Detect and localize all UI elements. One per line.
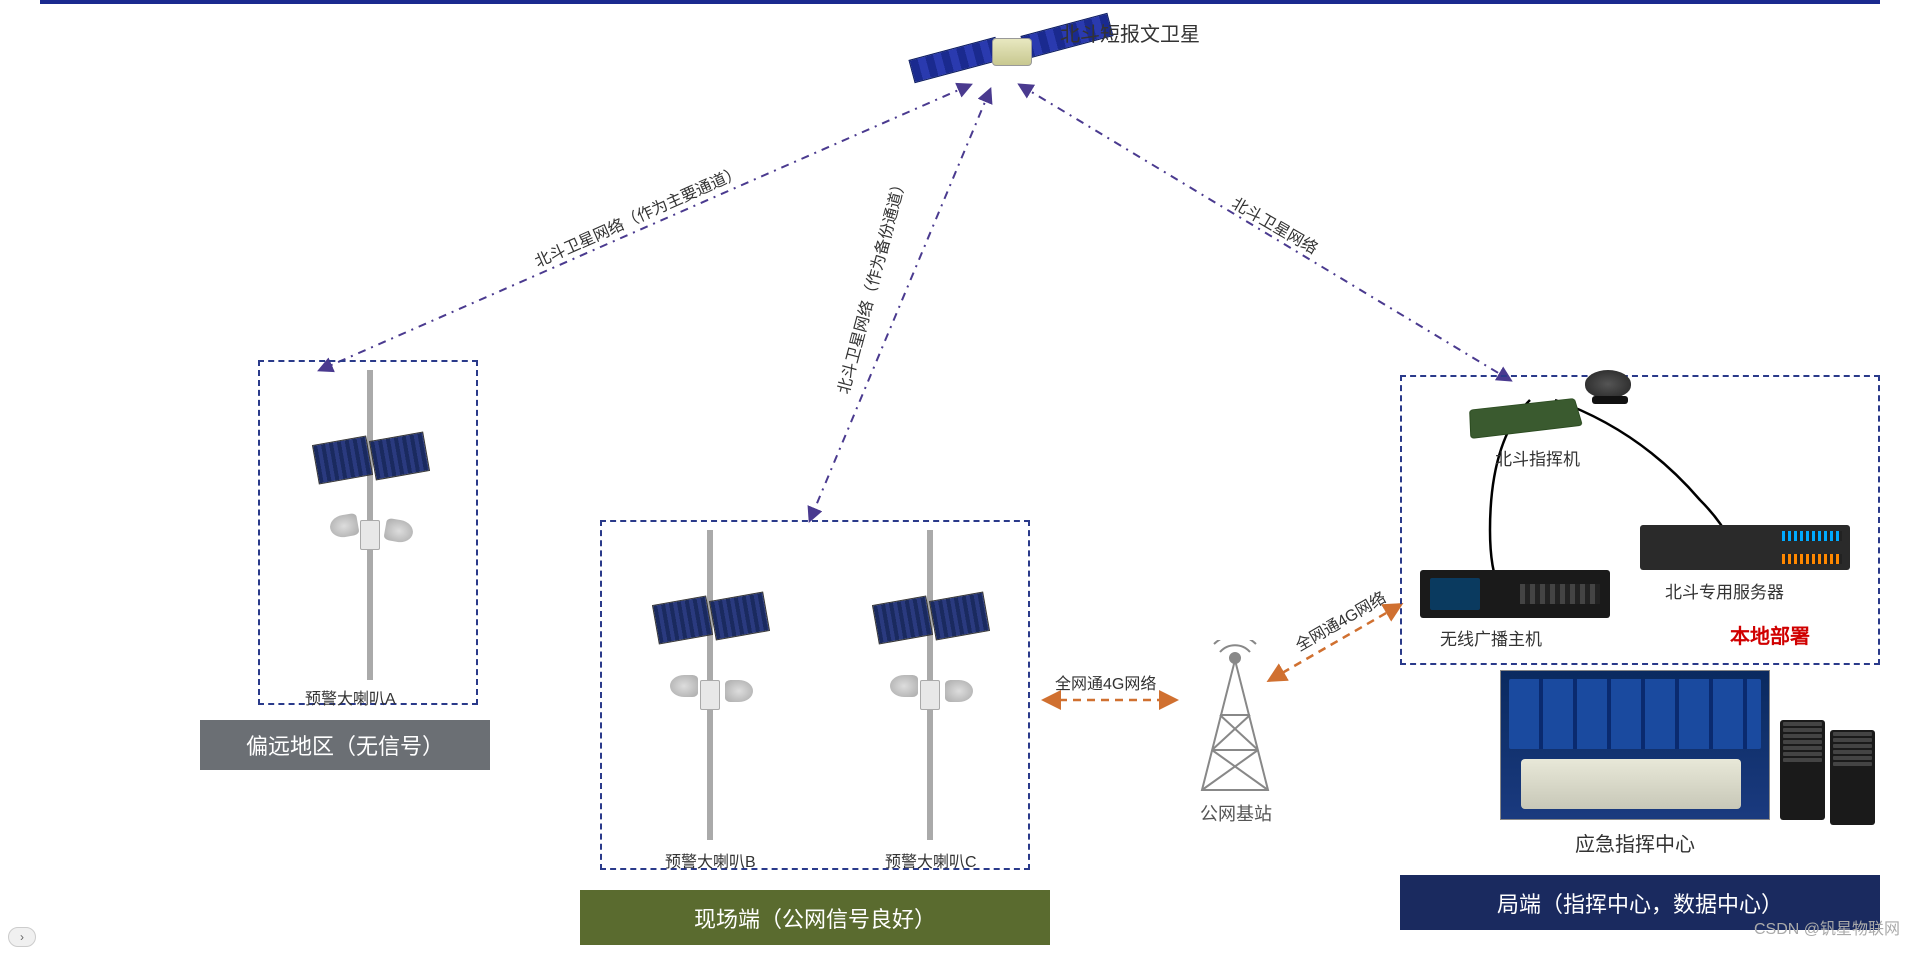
station-c-caption: 预警大喇叭C — [885, 848, 977, 872]
diagram-root: 北斗短报文卫星 北斗卫星网络（作为主要通道） 北斗卫星网络（作为备份通道） 北斗… — [0, 0, 1920, 959]
server-rack-1 — [1780, 720, 1825, 820]
beidou-commander-label: 北斗指挥机 — [1495, 445, 1580, 470]
command-center-image — [1500, 670, 1770, 820]
beidou-server-label: 北斗专用服务器 — [1665, 578, 1784, 603]
command-center-label: 应急指挥中心 — [1575, 828, 1695, 857]
broadcast-host-icon — [1420, 570, 1610, 618]
4g-label-left: 全网通4G网络 — [1055, 670, 1156, 694]
scroll-right-button[interactable]: › — [8, 927, 36, 947]
tower-label: 公网基站 — [1200, 800, 1272, 826]
station-c-icon — [860, 530, 1000, 840]
banner-field-label: 现场端（公网信号良好） — [694, 902, 936, 934]
station-a-caption: 预警大喇叭A — [305, 685, 396, 709]
station-b-icon — [640, 530, 780, 840]
server-rack-2 — [1830, 730, 1875, 825]
link-sat-bc — [810, 90, 990, 520]
station-b-caption: 预警大喇叭B — [665, 848, 756, 872]
cell-tower-icon — [1190, 640, 1280, 800]
local-deploy-label: 本地部署 — [1730, 620, 1810, 649]
banner-field: 现场端（公网信号良好） — [580, 890, 1050, 945]
banner-remote-label: 偏远地区（无信号） — [246, 729, 444, 761]
station-a-icon — [300, 370, 440, 680]
beidou-server-icon — [1640, 525, 1850, 570]
banner-bureau-label: 局端（指挥中心，数据中心） — [1497, 887, 1783, 919]
watermark: CSDN @钒星物联网 — [1754, 915, 1900, 939]
satellite-label: 北斗短报文卫星 — [1060, 18, 1200, 47]
antenna-icon — [1585, 370, 1635, 410]
broadcast-host-label: 无线广播主机 — [1440, 625, 1542, 650]
banner-remote: 偏远地区（无信号） — [200, 720, 490, 770]
